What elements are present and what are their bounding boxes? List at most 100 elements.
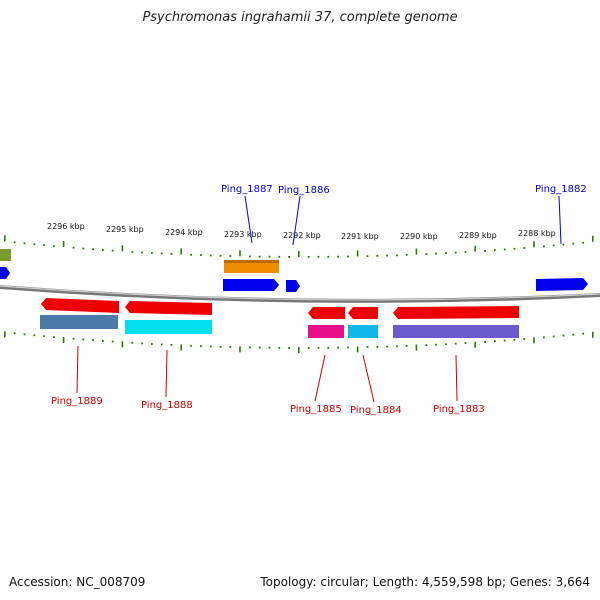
- ruler-lower-major-tick: [239, 346, 241, 353]
- ruler-upper-minor-tick: [543, 245, 545, 248]
- ruler-upper-major-tick: [298, 251, 300, 257]
- ruler-lower-major-tick: [4, 331, 6, 338]
- ruler-upper-minor-tick: [562, 243, 565, 246]
- ruler-upper-minor-tick: [425, 253, 428, 255]
- label-ping-1886[interactable]: Ping_1886: [278, 185, 330, 196]
- ruler-lower-minor-tick: [160, 343, 163, 346]
- ruler-upper-minor-tick: [513, 247, 516, 250]
- feature-pink-1885[interactable]: [308, 325, 344, 338]
- ruler-upper-minor-tick: [33, 243, 36, 246]
- ruler-upper: [4, 235, 594, 258]
- ruler-lower-minor-tick: [219, 345, 222, 348]
- summary-text: Topology: circular; Length: 4,559,598 bp…: [260, 575, 590, 589]
- feature-orange[interactable]: [224, 260, 279, 273]
- feature-red-1888[interactable]: [125, 301, 212, 315]
- label-ping-1889[interactable]: Ping_1889: [51, 396, 103, 407]
- ruler-upper-minor-tick: [151, 252, 153, 254]
- ruler-lower-minor-tick: [72, 337, 75, 340]
- label-ping-1883[interactable]: Ping_1883: [433, 404, 485, 415]
- feature-cyan-1884[interactable]: [348, 325, 378, 338]
- ruler-upper-minor-tick: [435, 252, 437, 255]
- ruler-lower-minor-tick: [582, 332, 584, 335]
- label-ping-1885[interactable]: Ping_1885: [290, 404, 342, 415]
- ruler-lower-minor-tick: [366, 346, 369, 348]
- feature-olive[interactable]: [0, 249, 11, 261]
- ruler-upper-minor-tick: [376, 255, 379, 257]
- ruler-lower-minor-tick: [33, 334, 36, 337]
- ruler-lower-major-tick: [121, 341, 124, 348]
- leader-lines: [76, 195, 562, 403]
- gene-labels: Ping_1887 Ping_1886 Ping_1882 Ping_1889 …: [51, 184, 587, 416]
- ruler-lower-minor-tick: [229, 346, 232, 348]
- ruler-lower-minor-tick: [405, 345, 408, 347]
- tick-label-2288: 2288 kbp: [518, 229, 556, 238]
- ruler-lower-major-tick: [356, 346, 359, 353]
- ruler-lower-minor-tick: [484, 341, 486, 343]
- ruler-upper-minor-tick: [268, 255, 271, 258]
- feature-cyan-1888[interactable]: [125, 320, 212, 334]
- ruler-lower-minor-tick: [327, 346, 330, 349]
- ruler-upper-minor-tick: [484, 250, 486, 252]
- ruler-upper-minor-tick: [278, 255, 281, 258]
- feature-blue-1882[interactable]: [536, 278, 588, 291]
- ruler-upper-major-tick: [180, 248, 182, 255]
- ruler-lower-minor-tick: [435, 343, 437, 346]
- ruler-upper-minor-tick: [503, 248, 506, 251]
- ruler-upper-minor-tick: [445, 252, 447, 255]
- feature-red-1885[interactable]: [308, 307, 345, 319]
- ruler-lower-minor-tick: [552, 335, 555, 338]
- ruler-upper-major-tick: [415, 248, 418, 255]
- ruler-upper-minor-tick: [327, 255, 330, 258]
- ruler-lower-major-tick: [62, 337, 65, 343]
- ruler-upper-minor-tick: [190, 253, 192, 256]
- ruler-lower: [4, 331, 594, 353]
- feature-purple-1883[interactable]: [393, 325, 519, 338]
- ruler-lower-minor-tick: [523, 338, 526, 340]
- ruler-lower-major-tick: [415, 344, 418, 351]
- label-ping-1884[interactable]: Ping_1884: [350, 405, 402, 416]
- ruler-lower-minor-tick: [151, 343, 153, 345]
- feature-red-1884[interactable]: [348, 307, 378, 319]
- ruler-upper-minor-tick: [23, 242, 26, 245]
- ruler-lower-major-tick: [474, 341, 476, 348]
- accession-text: Accession: NC_008709: [9, 575, 146, 589]
- ruler-lower-minor-tick: [209, 345, 212, 348]
- ruler-upper-minor-tick: [102, 249, 104, 251]
- ruler-lower-minor-tick: [445, 343, 447, 346]
- ruler-upper-minor-tick: [111, 249, 114, 252]
- ruler-lower-minor-tick: [200, 345, 202, 347]
- ruler-lower-minor-tick: [13, 332, 16, 335]
- ruler-upper-minor-tick: [72, 246, 75, 249]
- ruler-upper-major-tick: [4, 235, 6, 242]
- feature-blue-left[interactable]: [0, 267, 10, 279]
- leader-1883: [455, 354, 458, 402]
- feature-steel-1889[interactable]: [40, 315, 118, 329]
- ruler-upper-major-tick: [121, 245, 124, 252]
- ruler-lower-minor-tick: [111, 340, 114, 343]
- tick-label-2295: 2295 kbp: [106, 225, 144, 234]
- ruler-upper-major-tick: [533, 241, 535, 248]
- leader-1888: [165, 349, 168, 398]
- leader-1882: [558, 195, 562, 245]
- ruler-lower-minor-tick: [317, 346, 320, 349]
- feature-orange-shade: [224, 260, 279, 263]
- feature-blue-1886[interactable]: [286, 280, 300, 292]
- ruler-upper-minor-tick: [366, 255, 369, 257]
- feature-red-1889[interactable]: [41, 298, 119, 313]
- ruler-upper-major-tick: [62, 241, 65, 247]
- reverse-strand-features: [40, 298, 519, 338]
- ruler-lower-major-tick: [592, 331, 594, 338]
- ruler-lower-minor-tick: [543, 336, 545, 339]
- label-ping-1887[interactable]: Ping_1887: [221, 184, 273, 195]
- ruler-upper-minor-tick: [464, 251, 467, 253]
- label-ping-1882[interactable]: Ping_1882: [535, 184, 587, 195]
- feature-red-1883[interactable]: [393, 306, 519, 319]
- ruler-upper-minor-tick: [454, 251, 457, 254]
- feature-blue-1887[interactable]: [223, 279, 279, 291]
- ruler-lower-minor-tick: [572, 333, 575, 336]
- map-title: Psychromonas ingrahamii 37, complete gen…: [142, 10, 458, 25]
- label-ping-1888[interactable]: Ping_1888: [141, 400, 193, 411]
- ruler-upper-minor-tick: [249, 255, 251, 258]
- ruler-upper-minor-tick: [523, 247, 526, 249]
